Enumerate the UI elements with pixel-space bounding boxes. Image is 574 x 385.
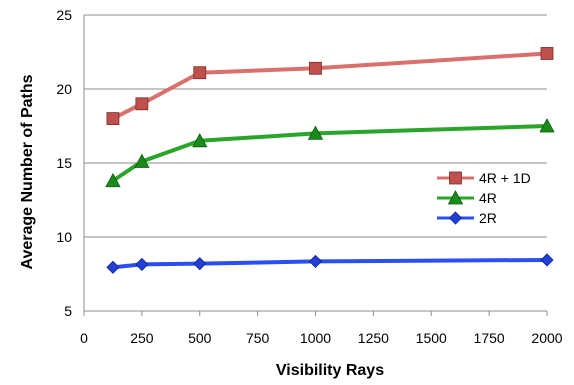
x-tick-label: 1500: [416, 330, 447, 346]
data-point-4r: [105, 172, 121, 188]
y-axis-title: Average Number of Paths: [19, 74, 36, 269]
data-point-4r-1d: [540, 47, 554, 60]
data-point-4r: [192, 132, 208, 148]
data-point-4r: [307, 125, 324, 140]
legend-marker-4r-1d: [449, 171, 462, 185]
series-line-4r-1d: [112, 51, 548, 121]
series-line-2r: [112, 257, 548, 270]
x-axis-title: Visibility Rays: [276, 362, 384, 379]
legend-marker-2r: [448, 211, 463, 225]
data-point-4r-1d: [309, 61, 322, 75]
data-point-2r: [106, 260, 120, 274]
data-point-4r-1d: [106, 112, 120, 125]
data-point-4r: [134, 153, 150, 168]
legend-label-2r: 2R: [479, 210, 497, 226]
data-point-4r-1d: [193, 66, 207, 80]
y-tick-label: 5: [64, 303, 72, 319]
x-tick-label: 250: [130, 330, 154, 346]
y-tick-labels: 5 10 15 20 25: [56, 7, 72, 319]
y-tick-label: 20: [56, 81, 72, 97]
data-point-4r: [539, 118, 555, 133]
series-group: [105, 47, 555, 274]
x-tick-label: 2000: [531, 330, 562, 346]
x-tick-label: 1750: [474, 330, 505, 346]
y-tick-label: 25: [56, 7, 72, 23]
x-tick-label: 1000: [300, 330, 331, 346]
legend-label-4r: 4R: [479, 190, 497, 206]
data-point-2r: [308, 254, 323, 268]
x-tick-label: 500: [188, 330, 212, 346]
y-tick-label: 10: [56, 229, 72, 245]
x-tick-labels: 0 250 500 750 1000 1250 1500 1750 2000: [80, 330, 563, 346]
x-tick-label: 1250: [358, 330, 389, 346]
grid-lines: [84, 14, 547, 238]
x-tick-label: 750: [246, 330, 270, 346]
y-tick-label: 15: [56, 155, 72, 171]
legend-label-4r-1d: 4R + 1D: [479, 170, 531, 186]
legend: 4R + 1D 4R 2R: [437, 170, 531, 226]
data-point-2r: [135, 257, 149, 271]
data-point-2r: [540, 253, 554, 267]
data-point-2r: [193, 257, 207, 271]
data-point-4r-1d: [135, 97, 149, 111]
x-tick-label: 0: [80, 330, 88, 346]
legend-marker-4r: [447, 190, 464, 205]
axes: [83, 15, 548, 316]
